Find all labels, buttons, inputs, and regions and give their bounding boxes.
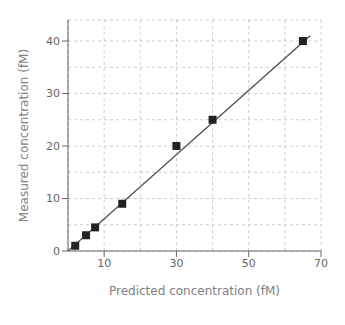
svg-text:10: 10 <box>46 192 60 205</box>
svg-text:Measured concentration (fM): Measured concentration (fM) <box>17 49 31 222</box>
svg-text:30: 30 <box>46 87 60 100</box>
svg-text:0: 0 <box>53 245 60 258</box>
svg-text:20: 20 <box>46 140 60 153</box>
svg-text:Predicted concentration (fM): Predicted concentration (fM) <box>109 284 280 298</box>
svg-text:50: 50 <box>242 257 256 270</box>
svg-text:70: 70 <box>314 257 328 270</box>
svg-text:40: 40 <box>46 35 60 48</box>
svg-text:10: 10 <box>97 257 111 270</box>
svg-text:30: 30 <box>169 257 183 270</box>
